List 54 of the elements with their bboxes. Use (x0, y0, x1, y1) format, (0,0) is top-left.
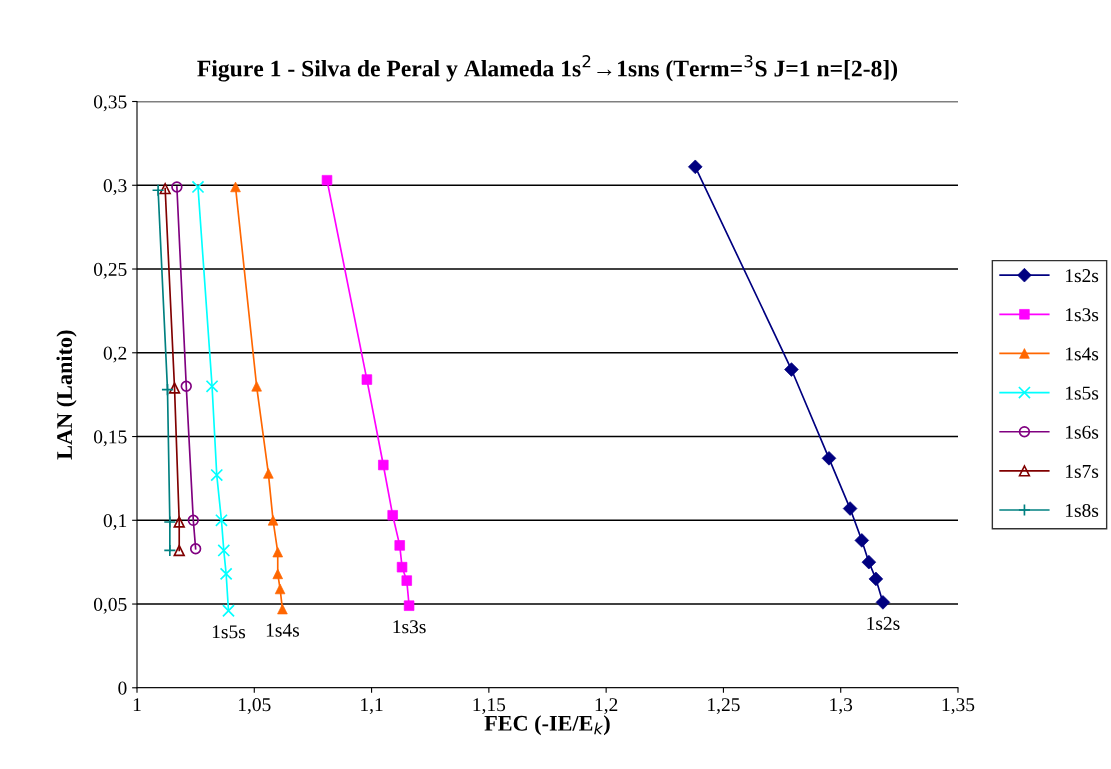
point (187, 514, 199, 526)
point (215, 513, 228, 527)
y-tick-label: 0,15 (93, 430, 127, 447)
x-tick-label: 1,2 (595, 698, 618, 714)
point (189, 543, 202, 555)
legend-label: 1s2s (1066, 269, 1099, 283)
legend-label: 1s7s (1066, 464, 1099, 478)
y-tick-label: 0,1 (103, 514, 127, 531)
y-tick-label: 0,2 (103, 346, 127, 363)
legend-label: 1s8s (1066, 503, 1099, 517)
point (159, 182, 171, 195)
point (842, 501, 858, 516)
point (161, 383, 174, 397)
point (217, 544, 231, 557)
y-tick-label: 0,35 (93, 95, 127, 112)
x-tick-label: 1 (133, 698, 141, 712)
y-tick-label: 0,05 (93, 597, 127, 614)
legend-label: 1s4s (1066, 347, 1099, 361)
point (173, 544, 185, 557)
annotation: 1s3s (393, 620, 426, 634)
point (205, 379, 219, 393)
point (191, 180, 205, 194)
point (163, 515, 177, 529)
point (180, 380, 192, 392)
y-tick-label: 0,25 (93, 262, 127, 279)
annotation: 1s5s (212, 625, 246, 639)
y-axis-title: LAN (Lanito) (56, 330, 77, 460)
point (163, 544, 177, 557)
x-tick-label: 1,05 (238, 698, 271, 714)
y-tick-label: 0 (118, 681, 127, 695)
point (321, 175, 333, 186)
point (378, 459, 389, 471)
point (173, 516, 185, 528)
legend-label: 1s6s (1066, 425, 1099, 439)
point (222, 604, 235, 618)
x-tick-label: 1,15 (473, 698, 506, 714)
chart-title: Figure 1 - Silva de Peral y Alameda 1s$^{2}$→1sns (Term=$^{3}$S J=1 n=[2-8]) (197, 55, 898, 82)
point (821, 451, 837, 466)
legend-label: 1s5s (1066, 386, 1099, 400)
x-tick-label: 1,35 (942, 698, 975, 714)
point (171, 181, 183, 193)
annotation: 1s4s (266, 623, 300, 637)
point (151, 183, 165, 197)
point (219, 567, 233, 581)
x-tick-label: 1,1 (361, 698, 383, 714)
y-tick-label: 0,3 (103, 179, 127, 195)
point (168, 382, 181, 394)
point (210, 468, 224, 482)
x-axis-title: FEC (-IE/E$_{k}$) (484, 715, 610, 736)
annotation: 1s2s (867, 616, 900, 630)
x-tick-label: 1,25 (708, 698, 740, 714)
legend-label: 1s3s (1066, 308, 1099, 322)
x-tick-label: 1,3 (830, 698, 853, 714)
point (387, 510, 398, 521)
